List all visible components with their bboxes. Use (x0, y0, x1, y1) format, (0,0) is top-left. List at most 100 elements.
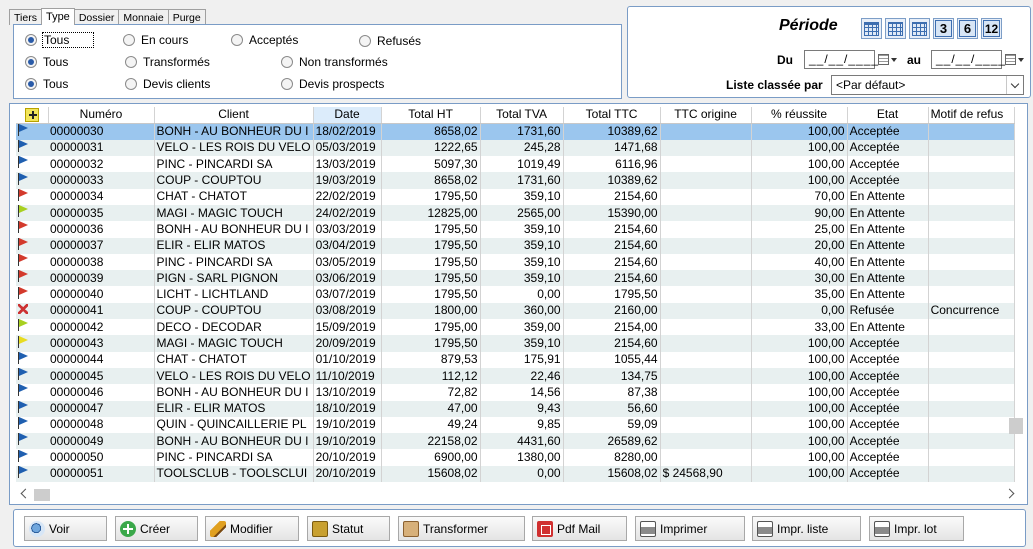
col-header-total-ttc[interactable]: Total TTC (563, 107, 661, 124)
motif-refus-cell[interactable] (928, 400, 1015, 417)
client-cell[interactable]: PIGN - SARL PIGNON (154, 270, 314, 287)
total-ttc-cell[interactable]: 56,60 (563, 400, 661, 417)
col-header-ttc-origine[interactable]: TTC origine (660, 107, 752, 124)
tab-dossier[interactable]: Dossier (73, 9, 120, 25)
total-ttc-cell[interactable]: 134,75 (563, 367, 661, 385)
total-ht-cell[interactable]: 1795,50 (381, 221, 481, 238)
total-ttc-cell[interactable]: 1795,50 (563, 286, 661, 303)
total-ttc-cell[interactable]: 2154,60 (563, 270, 661, 287)
date-cell[interactable]: 03/07/2019 (313, 286, 382, 303)
etat-cell[interactable]: Acceptée (847, 400, 929, 417)
total-ht-cell[interactable]: 879,53 (381, 351, 481, 368)
date-cell[interactable]: 03/05/2019 (313, 253, 382, 271)
tab-purge[interactable]: Purge (167, 9, 206, 25)
motif-refus-cell[interactable] (928, 319, 1015, 336)
ttc-origine-cell[interactable] (660, 433, 752, 450)
total-ttc-cell[interactable]: 1471,68 (563, 139, 661, 157)
ttc-origine-cell[interactable] (660, 286, 752, 303)
total-ttc-cell[interactable]: 2160,00 (563, 302, 661, 320)
reussite-cell[interactable]: 100,00 (751, 351, 848, 368)
total-ttc-cell[interactable]: 10389,62 (563, 123, 661, 140)
date-cell[interactable]: 15/09/2019 (313, 319, 382, 336)
date-cell[interactable]: 03/06/2019 (313, 270, 382, 287)
motif-refus-cell[interactable] (928, 351, 1015, 368)
total-ht-cell[interactable]: 47,00 (381, 400, 481, 417)
period-6-months-button[interactable]: 6 (957, 18, 978, 39)
radio-en-cours[interactable]: En cours (123, 33, 188, 47)
date-cell[interactable]: 01/10/2019 (313, 351, 382, 368)
etat-cell[interactable]: Acceptée (847, 433, 929, 450)
reussite-cell[interactable]: 100,00 (751, 416, 848, 434)
client-cell[interactable]: COUP - COUPTOU (154, 302, 314, 320)
ttc-origine-cell[interactable] (660, 123, 752, 140)
total-tva-cell[interactable]: 360,00 (480, 302, 564, 320)
client-cell[interactable]: DECO - DECODAR (154, 319, 314, 336)
total-ht-cell[interactable]: 1222,65 (381, 139, 481, 157)
imprimer-liste-button[interactable]: Impr. liste (752, 516, 861, 541)
total-ht-cell[interactable]: 1795,50 (381, 188, 481, 205)
table-row[interactable]: 00000041 COUP - COUPTOU 03/08/2019 1800,00 3… (16, 302, 1015, 320)
ttc-origine-cell[interactable] (660, 156, 752, 173)
reussite-cell[interactable]: 100,00 (751, 172, 848, 189)
client-cell[interactable]: ELIR - ELIR MATOS (154, 237, 314, 254)
reussite-cell[interactable]: 33,00 (751, 319, 848, 336)
total-tva-cell[interactable]: 359,10 (480, 221, 564, 238)
scroll-left-icon[interactable] (20, 488, 31, 499)
total-ht-cell[interactable]: 15608,02 (381, 465, 481, 483)
total-tva-cell[interactable]: 0,00 (480, 465, 564, 483)
date-cell[interactable]: 18/10/2019 (313, 400, 382, 417)
total-tva-cell[interactable]: 1019,49 (480, 156, 564, 173)
total-tva-cell[interactable]: 359,10 (480, 237, 564, 254)
calendar-month-icon[interactable] (909, 18, 930, 39)
modifier-button[interactable]: Modifier (205, 516, 299, 541)
radio-transformes[interactable]: Transformés (125, 55, 210, 69)
reussite-cell[interactable]: 30,00 (751, 270, 848, 287)
col-header-motif-refus[interactable]: Motif de refus (928, 107, 1015, 124)
date-cell[interactable]: 22/02/2019 (313, 188, 382, 205)
table-row[interactable]: 00000051 TOOLSCLUB - TOOLSCLUI 20/10/2019 1… (16, 465, 1015, 483)
total-tva-cell[interactable]: 0,00 (480, 286, 564, 303)
total-ttc-cell[interactable]: 2154,60 (563, 335, 661, 352)
total-ttc-cell[interactable]: 2154,60 (563, 188, 661, 205)
numero-cell[interactable]: 00000044 (48, 351, 155, 368)
reussite-cell[interactable]: 35,00 (751, 286, 848, 303)
total-ttc-cell[interactable]: 2154,00 (563, 319, 661, 336)
total-ht-cell[interactable]: 1795,50 (381, 286, 481, 303)
col-header-client[interactable]: Client (154, 107, 314, 124)
numero-cell[interactable]: 00000043 (48, 335, 155, 352)
add-icon[interactable] (24, 108, 39, 123)
voir-button[interactable]: Voir (24, 516, 107, 541)
col-header-numero[interactable]: Numéro (48, 107, 155, 124)
total-tva-cell[interactable]: 4431,60 (480, 433, 564, 450)
ttc-origine-cell[interactable] (660, 335, 752, 352)
radio-devis-prospects[interactable]: Devis prospects (281, 77, 384, 91)
total-ht-cell[interactable]: 1795,50 (381, 270, 481, 287)
numero-cell[interactable]: 00000051 (48, 465, 155, 483)
reussite-cell[interactable]: 100,00 (751, 433, 848, 450)
etat-cell[interactable]: En Attente (847, 286, 929, 303)
motif-refus-cell[interactable] (928, 465, 1015, 483)
ttc-origine-cell[interactable] (660, 302, 752, 320)
total-tva-cell[interactable]: 14,56 (480, 384, 564, 401)
imprimer-button[interactable]: Imprimer (635, 516, 745, 541)
reussite-cell[interactable]: 100,00 (751, 139, 848, 157)
etat-cell[interactable]: Acceptée (847, 123, 929, 140)
chevron-down-icon[interactable] (1006, 76, 1023, 94)
numero-cell[interactable]: 00000034 (48, 188, 155, 205)
table-row[interactable]: 00000044 CHAT - CHATOT 01/10/2019 879,53 175… (16, 351, 1015, 368)
total-ht-cell[interactable]: 8658,02 (381, 123, 481, 140)
etat-cell[interactable]: En Attente (847, 188, 929, 205)
total-tva-cell[interactable]: 359,00 (480, 319, 564, 336)
client-cell[interactable]: CHAT - CHATOT (154, 351, 314, 368)
table-row[interactable]: 00000038 PINC - PINCARDI SA 03/05/2019 1795… (16, 253, 1015, 271)
reussite-cell[interactable]: 100,00 (751, 384, 848, 401)
pdf-mail-button[interactable]: Pdf Mail (532, 516, 627, 541)
ttc-origine-cell[interactable] (660, 449, 752, 466)
etat-cell[interactable]: En Attente (847, 204, 929, 222)
table-row[interactable]: 00000033 COUP - COUPTOU 19/03/2019 8658,02 1… (16, 172, 1015, 189)
ttc-origine-cell[interactable] (660, 221, 752, 238)
motif-refus-cell[interactable] (928, 449, 1015, 466)
motif-refus-cell[interactable] (928, 123, 1015, 140)
radio-button[interactable] (125, 78, 137, 90)
date-to-field[interactable]: __/__/____ (931, 50, 1005, 69)
